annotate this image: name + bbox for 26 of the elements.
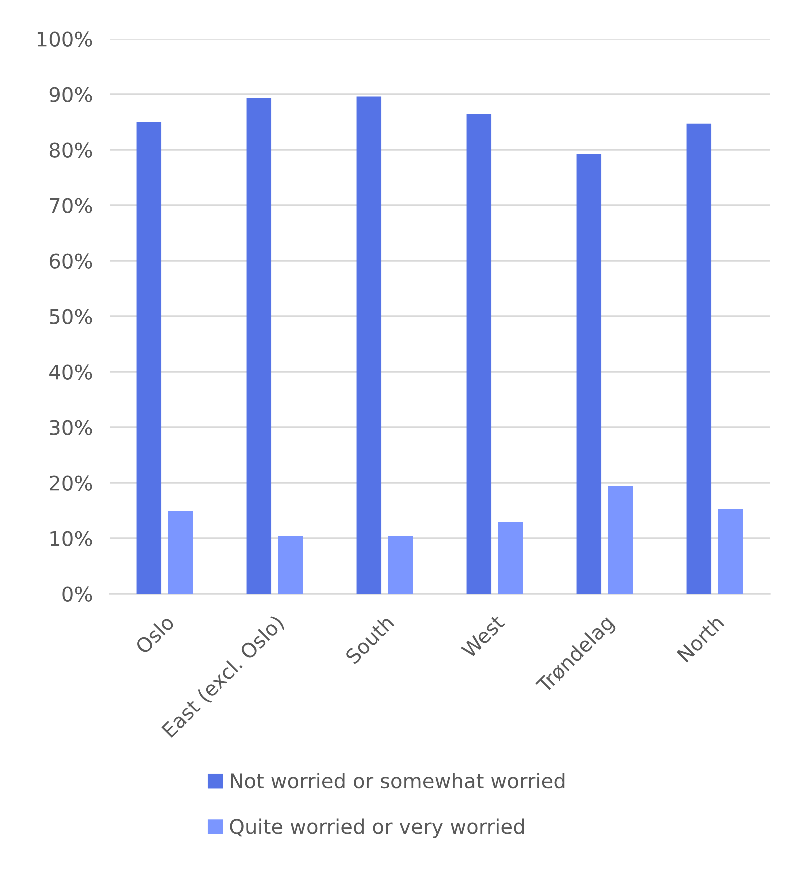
y-tick-label: 80%	[50, 142, 92, 158]
y-tick-label: 100%	[38, 32, 92, 47]
bar	[136, 122, 162, 594]
y-tick-label: 60%	[50, 254, 92, 269]
bar	[356, 96, 382, 594]
y-tick-label: 20%	[50, 476, 92, 491]
legend-label: Quite worried or very worried	[230, 818, 524, 838]
bar	[246, 98, 272, 594]
bar	[498, 522, 524, 594]
legend-label: Not worried or somewhat worried	[231, 773, 565, 789]
bar	[686, 124, 712, 594]
bar	[466, 114, 492, 594]
y-tick-label: 50%	[50, 309, 92, 324]
bar	[718, 509, 744, 594]
bar	[576, 154, 602, 594]
bar	[388, 536, 414, 594]
y-tick-label: 10%	[50, 531, 92, 546]
y-tick-label: 70%	[50, 198, 92, 214]
y-tick-label: 90%	[50, 87, 92, 102]
bar	[608, 486, 634, 594]
x-tick-label: Oslo	[134, 614, 176, 655]
y-tick-label: 40%	[50, 364, 92, 380]
y-tick-label: 30%	[50, 420, 92, 436]
bar	[168, 511, 194, 594]
bar	[278, 536, 304, 594]
y-tick-label: 0%	[62, 586, 92, 602]
